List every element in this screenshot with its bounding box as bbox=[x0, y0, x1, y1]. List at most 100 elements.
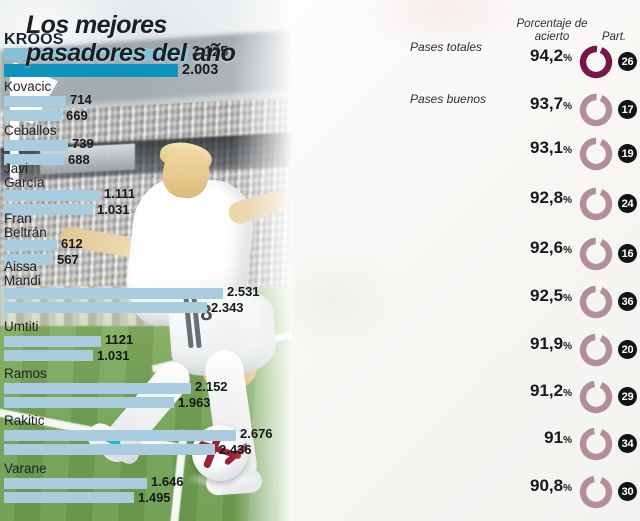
accuracy-donut bbox=[579, 237, 613, 271]
accuracy-donut bbox=[579, 380, 613, 414]
accuracy-donut bbox=[579, 285, 613, 319]
accuracy-donut bbox=[579, 137, 613, 171]
percent-sign: % bbox=[563, 341, 572, 352]
bar-group bbox=[4, 478, 147, 503]
percent-sign: % bbox=[563, 483, 572, 494]
bar-good-passes bbox=[4, 154, 64, 165]
percent-sign: % bbox=[563, 145, 572, 156]
bar-group bbox=[4, 288, 223, 313]
accuracy-value: 91,9 bbox=[530, 334, 564, 353]
legend-good-passes: Pases buenos bbox=[410, 92, 487, 106]
accuracy-value: 92,8 bbox=[530, 188, 564, 207]
accuracy-percent: 91,2% bbox=[496, 381, 572, 401]
value-good-passes: 1.495 bbox=[138, 490, 171, 505]
value-total-passes: 612 bbox=[61, 236, 83, 251]
accuracy-value: 91,2 bbox=[530, 381, 564, 400]
value-total-passes: 739 bbox=[72, 136, 94, 151]
bar-group bbox=[4, 336, 101, 361]
player-name: Ceballos bbox=[4, 123, 57, 138]
bar-good-passes bbox=[4, 350, 93, 361]
accuracy-value: 92,5 bbox=[530, 286, 564, 305]
bar-good-passes bbox=[4, 397, 174, 408]
value-total-passes: 1121 bbox=[105, 332, 134, 347]
percent-sign: % bbox=[563, 293, 572, 304]
accuracy-percent: 91,9% bbox=[496, 334, 572, 354]
bar-group bbox=[4, 96, 66, 121]
player-name: Kovacic bbox=[4, 79, 52, 94]
value-good-passes: 1.963 bbox=[178, 395, 211, 410]
bar-total-passes bbox=[4, 96, 66, 107]
accuracy-donut bbox=[579, 187, 613, 221]
value-good-passes: 669 bbox=[66, 108, 88, 123]
accuracy-percent: 93,7% bbox=[496, 94, 572, 114]
player-name: KROOS bbox=[4, 31, 64, 48]
value-total-passes: 2.152 bbox=[195, 379, 228, 394]
percent-sign: % bbox=[563, 388, 572, 399]
value-total-passes: 2.531 bbox=[227, 284, 260, 299]
page-title: Los mejores pasadores del año bbox=[26, 11, 286, 67]
bar-group bbox=[4, 240, 57, 265]
bar-total-passes bbox=[4, 383, 191, 394]
value-total-passes: 1.646 bbox=[151, 474, 184, 489]
accuracy-percent: 91% bbox=[496, 428, 572, 448]
value-total-passes: 714 bbox=[70, 92, 92, 107]
bar-total-passes bbox=[4, 190, 100, 201]
accuracy-donut bbox=[579, 427, 613, 461]
accuracy-value: 90,8 bbox=[530, 476, 564, 495]
player-name: Varane bbox=[4, 461, 47, 476]
accuracy-donut bbox=[579, 333, 613, 367]
participation-badge: 16 bbox=[618, 244, 637, 263]
legend-total-passes: Pases totales bbox=[410, 40, 483, 54]
bar-total-passes bbox=[4, 430, 236, 441]
value-total-passes: 2.676 bbox=[240, 426, 273, 441]
player-name: Rakitic bbox=[4, 413, 45, 428]
bar-group bbox=[4, 48, 188, 77]
percent-sign: % bbox=[563, 195, 572, 206]
player-name: Umtiti bbox=[4, 319, 39, 334]
accuracy-donut bbox=[579, 45, 613, 79]
percent-sign: % bbox=[563, 245, 572, 256]
participation-badge: 26 bbox=[618, 52, 637, 71]
accuracy-percent: 93,1% bbox=[496, 138, 572, 158]
value-good-passes: 2.436 bbox=[219, 442, 252, 457]
value-total-passes: 2.125 bbox=[192, 44, 229, 60]
bar-group bbox=[4, 140, 68, 165]
accuracy-value: 92,6 bbox=[530, 238, 564, 257]
value-good-passes: 567 bbox=[57, 252, 79, 267]
accuracy-percent: 90,8% bbox=[496, 476, 572, 496]
bar-total-passes bbox=[4, 140, 68, 151]
bar-total-passes bbox=[4, 240, 57, 251]
participation-badge: 17 bbox=[618, 100, 637, 119]
bar-good-passes bbox=[4, 492, 134, 503]
column-header-participation: Part. bbox=[601, 31, 627, 43]
bar-good-passes bbox=[4, 110, 62, 121]
value-good-passes: 1.031 bbox=[97, 202, 130, 217]
player-name: Ramos bbox=[4, 366, 47, 381]
participation-badge: 19 bbox=[618, 144, 637, 163]
participation-badge: 29 bbox=[618, 387, 637, 406]
bar-total-passes bbox=[4, 336, 101, 347]
column-header-percent: Porcentaje de acierto bbox=[516, 18, 588, 43]
value-good-passes: 1.031 bbox=[97, 348, 130, 363]
player-name: Aissa Mandi bbox=[4, 259, 41, 288]
bar-group bbox=[4, 383, 191, 408]
accuracy-value: 93,7 bbox=[530, 94, 564, 113]
accuracy-donut bbox=[579, 93, 613, 127]
bar-group bbox=[4, 430, 236, 455]
percent-sign: % bbox=[563, 101, 572, 112]
bar-group bbox=[4, 190, 100, 215]
accuracy-value: 93,1 bbox=[530, 138, 564, 157]
bar-good-passes bbox=[4, 64, 178, 77]
accuracy-percent: 94,2% bbox=[496, 46, 572, 66]
percent-sign: % bbox=[563, 53, 572, 64]
bar-total-passes bbox=[4, 288, 223, 299]
accuracy-percent: 92,5% bbox=[496, 286, 572, 306]
value-total-passes: 1.111 bbox=[104, 186, 136, 201]
bar-good-passes bbox=[4, 204, 93, 215]
value-good-passes: 2.003 bbox=[182, 62, 219, 78]
accuracy-value: 94,2 bbox=[530, 46, 564, 65]
title-line-1: Los mejores bbox=[26, 11, 167, 39]
participation-badge: 34 bbox=[618, 434, 637, 453]
bar-good-passes bbox=[4, 444, 215, 455]
participation-badge: 20 bbox=[618, 340, 637, 359]
